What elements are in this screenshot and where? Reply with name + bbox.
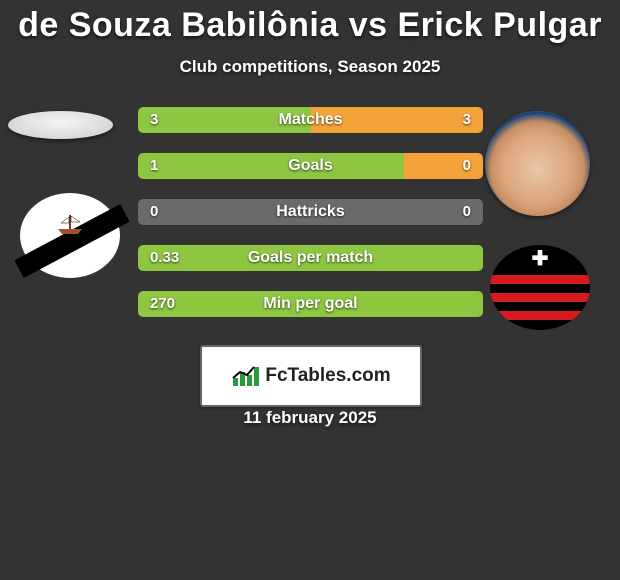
- stat-row: 00Hattricks: [138, 199, 483, 225]
- club-flamengo-stripe: [490, 311, 590, 320]
- brand-text: FcTables.com: [265, 365, 390, 387]
- comparison-body: ✚ 33Matches10Goals00Hattricks0.33Goals p…: [0, 115, 620, 345]
- comparison-card: de Souza Babilônia vs Erick Pulgar Club …: [0, 0, 620, 580]
- stat-row: 0.33Goals per match: [138, 245, 483, 271]
- subtitle: Club competitions, Season 2025: [0, 57, 620, 77]
- stat-row: 270Min per goal: [138, 291, 483, 317]
- stat-row: 10Goals: [138, 153, 483, 179]
- stat-label: Matches: [138, 107, 483, 133]
- ship-icon: [56, 213, 84, 235]
- stat-row: 33Matches: [138, 107, 483, 133]
- stat-label: Hattricks: [138, 199, 483, 225]
- stat-label: Min per goal: [138, 291, 483, 317]
- date-text: 11 february 2025: [0, 408, 620, 428]
- club-flamengo-stripe: [490, 275, 590, 284]
- page-title: de Souza Babilônia vs Erick Pulgar: [0, 0, 620, 45]
- club-vasco-badge: [20, 193, 120, 278]
- stat-label: Goals per match: [138, 245, 483, 271]
- stat-bars: 33Matches 10Goals 00Hattricks 0.33Goals per…: [138, 107, 483, 337]
- player-2-photo: [485, 111, 590, 216]
- stat-label: Goals: [138, 153, 483, 179]
- cross-icon: ✚: [530, 249, 550, 269]
- club-vasco-shape: [20, 193, 120, 278]
- player-1-photo: [8, 111, 113, 139]
- brand-box: FcTables.com: [200, 345, 422, 407]
- club-flamengo-stripe: [490, 293, 590, 302]
- club-flamengo-badge: ✚: [490, 245, 590, 330]
- bar-chart-icon: [231, 364, 259, 388]
- club-flamengo-shape: ✚: [490, 245, 590, 330]
